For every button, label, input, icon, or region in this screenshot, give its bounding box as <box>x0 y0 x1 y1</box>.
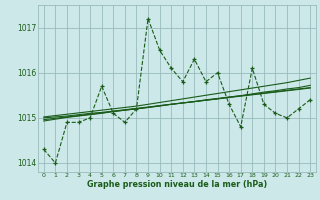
X-axis label: Graphe pression niveau de la mer (hPa): Graphe pression niveau de la mer (hPa) <box>87 180 267 189</box>
